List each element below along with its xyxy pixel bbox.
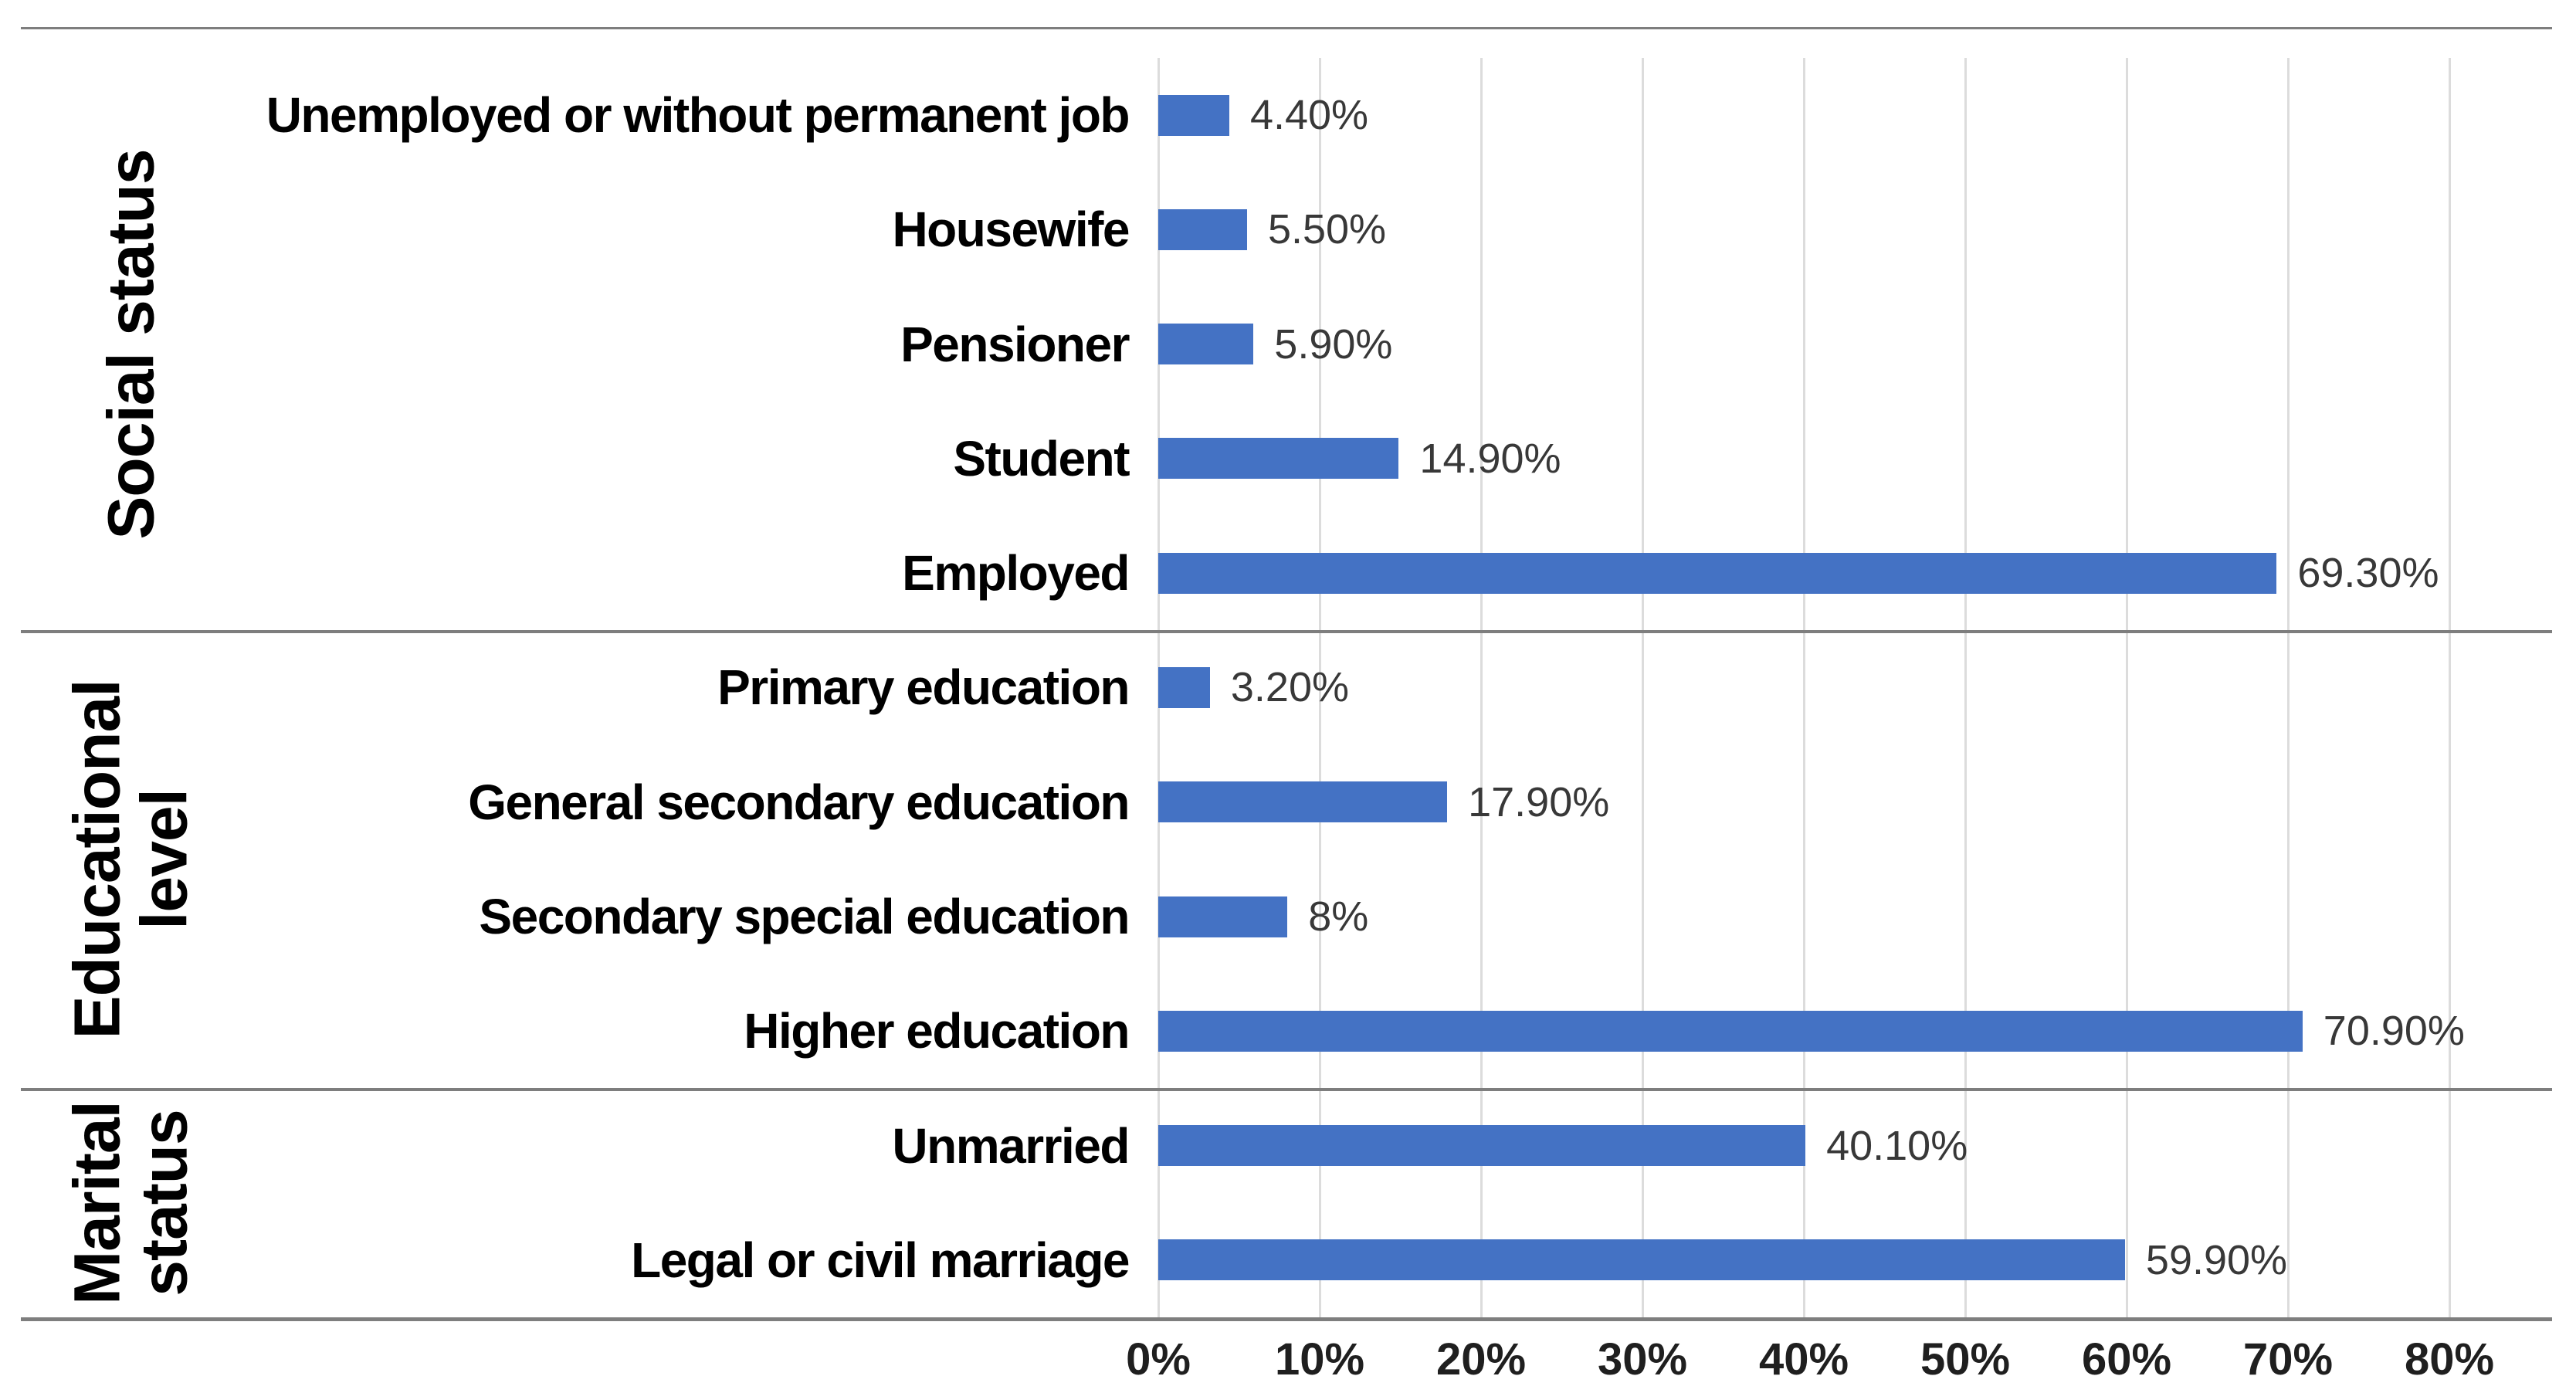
divider-social-educational: [21, 630, 2552, 634]
group-label-line: level: [128, 788, 201, 930]
group-label: Educational level: [60, 680, 201, 1039]
value-label: 4.40%: [1249, 92, 1369, 139]
group-label-line: status: [128, 1110, 201, 1296]
bar: [1158, 1125, 1806, 1167]
bar: [1158, 208, 1247, 250]
category-label: General secondary education: [468, 774, 1130, 830]
x-tick-label: 20%: [1435, 1334, 1527, 1385]
value-label: 59.90%: [2145, 1236, 2288, 1283]
x-tick-label: 10%: [1274, 1334, 1365, 1385]
x-tick-label: 30%: [1597, 1334, 1688, 1385]
group-label-box: Educational level: [31, 630, 232, 1088]
bar: [1158, 1010, 2303, 1052]
x-tick-label: 40%: [1758, 1334, 1849, 1385]
category-label: Primary education: [717, 659, 1130, 716]
value-label: 5.50%: [1267, 206, 1387, 253]
group-label: Marital status: [60, 1100, 201, 1305]
group-label-line: Marital: [60, 1100, 134, 1305]
bar: [1158, 94, 1229, 136]
value-label: 17.90%: [1468, 778, 1610, 825]
category-label: Pensioner: [900, 316, 1130, 372]
value-label: 70.90%: [2323, 1008, 2465, 1055]
gridline-50%: [1964, 58, 1967, 1317]
group-label-box: Marital status: [31, 1088, 232, 1317]
value-label: 3.20%: [1230, 664, 1349, 711]
category-label: Unmarried: [892, 1117, 1130, 1174]
x-tick-label: 50%: [1920, 1334, 2011, 1385]
bar: [1158, 896, 1288, 937]
x-tick-label: 80%: [2404, 1334, 2495, 1385]
category-label: Housewife: [892, 202, 1130, 258]
gridline-30%: [1642, 58, 1644, 1317]
category-label: Secondary special education: [479, 889, 1130, 945]
group-label-box: Social status: [31, 58, 232, 630]
chart-top-border: [21, 27, 2552, 29]
group-label-line: Educational: [60, 680, 134, 1039]
x-tick-label: 60%: [2081, 1334, 2172, 1385]
gridline-80%: [2449, 58, 2451, 1317]
bar: [1158, 781, 1448, 823]
x-tick-label: 0%: [1126, 1334, 1191, 1385]
gridline-60%: [2126, 58, 2128, 1317]
gridline-20%: [1480, 58, 1483, 1317]
category-label: Employed: [902, 545, 1130, 602]
category-label: Student: [953, 430, 1130, 486]
group-label-line: Social status: [94, 149, 168, 540]
bar: [1158, 552, 2277, 594]
value-label: 5.90%: [1274, 320, 1393, 368]
category-label: Legal or civil marriage: [631, 1232, 1130, 1288]
gridline-40%: [1803, 58, 1805, 1317]
x-axis-line: [21, 1317, 2552, 1321]
value-label: 8%: [1308, 893, 1369, 941]
bar: [1158, 324, 1254, 365]
category-label: Higher education: [744, 1003, 1130, 1059]
bar: [1158, 438, 1399, 480]
value-label: 14.90%: [1419, 435, 1561, 482]
x-tick-label: 70%: [2242, 1334, 2334, 1385]
category-label: Unemployed or without permanent job: [266, 87, 1130, 144]
divider-educational-marital: [21, 1088, 2552, 1092]
gridline-10%: [1319, 58, 1321, 1317]
value-label: 40.10%: [1826, 1122, 1968, 1169]
bar: [1158, 1239, 2125, 1281]
group-label: Social status: [94, 149, 168, 540]
bar: [1158, 667, 1210, 708]
gridline-70%: [2287, 58, 2290, 1317]
value-label: 69.30%: [2297, 550, 2439, 597]
